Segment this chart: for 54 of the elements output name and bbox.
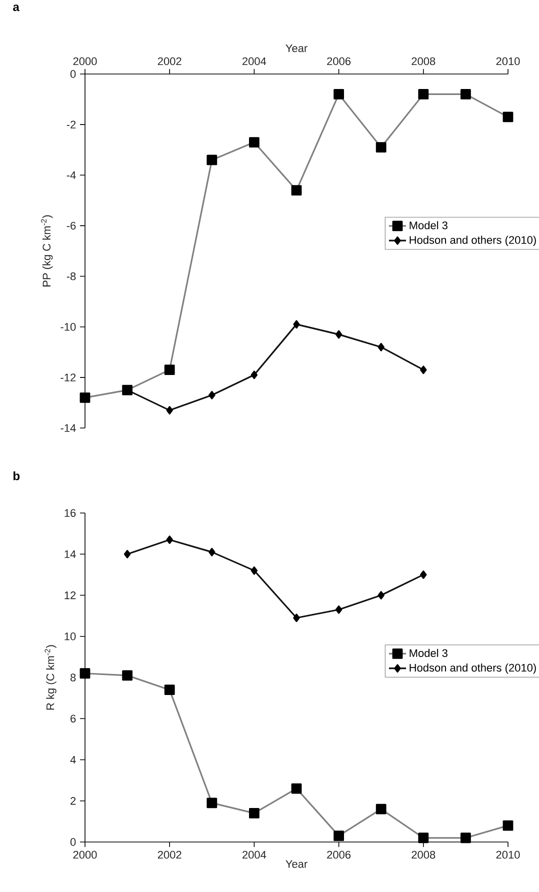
y-tick-label: -12 xyxy=(60,374,76,382)
y-tick-label: -2 xyxy=(66,120,76,128)
x-axis-title: Year xyxy=(286,860,308,868)
point xyxy=(250,370,258,380)
y-axis-title: PP (kg C km$^{-2}$) xyxy=(41,215,53,286)
x-tick-label: 2006 xyxy=(327,850,351,859)
y-tick-label: -8 xyxy=(66,272,76,280)
x-tick-label: 2010 xyxy=(496,850,520,859)
point xyxy=(293,320,300,329)
x-tick-label: 2008 xyxy=(412,57,436,66)
y-tick-label: 16 xyxy=(64,509,76,517)
y-tick-label: 4 xyxy=(70,756,76,764)
x-tick-label: 2010 xyxy=(496,57,520,66)
point xyxy=(208,548,216,556)
legend-label: Model 3 xyxy=(410,221,448,230)
y-tick-label: 0 xyxy=(70,70,76,78)
y-axis-title: R kg (C km$^{-2}$) xyxy=(44,645,56,710)
y-tick-label: 8 xyxy=(70,674,76,682)
point xyxy=(378,591,384,600)
point xyxy=(335,330,342,339)
point xyxy=(335,605,342,614)
point xyxy=(166,406,173,414)
x-tick-label: 2002 xyxy=(158,57,182,66)
y-tick-label: 14 xyxy=(64,550,76,558)
point xyxy=(250,566,258,575)
chart-title: b xyxy=(14,471,20,480)
x-tick-label: 2000 xyxy=(73,57,97,66)
x-tick-label: 2000 xyxy=(73,850,97,859)
x-tick-label: 2008 xyxy=(412,850,436,859)
legend-label: Hodson and others (2010) xyxy=(410,236,536,246)
y-tick-label: 6 xyxy=(70,714,76,723)
y-tick-label: -6 xyxy=(66,222,76,230)
x-tick-label: 2002 xyxy=(158,850,182,859)
point xyxy=(124,550,131,558)
point xyxy=(208,390,216,400)
y-tick-label: 12 xyxy=(64,591,76,600)
x-tick-label: 2004 xyxy=(242,850,266,859)
x-tick-label: 2006 xyxy=(327,57,351,66)
point xyxy=(420,366,427,374)
chart-title: a xyxy=(13,4,20,12)
y-tick-label: -10 xyxy=(60,322,76,331)
point xyxy=(166,536,173,544)
y-tick-label: -14 xyxy=(60,424,76,432)
legend-label: Model 3 xyxy=(410,648,448,658)
y-tick-label: -4 xyxy=(66,171,76,179)
y-tick-label: 0 xyxy=(70,838,76,846)
legend-label: Hodson and others (2010) xyxy=(410,664,536,674)
y-tick-label: 2 xyxy=(70,797,76,805)
y-tick-label: 10 xyxy=(64,632,76,640)
x-axis-title: Year xyxy=(286,44,308,52)
point xyxy=(378,342,384,352)
point xyxy=(420,570,427,579)
x-tick-label: 2004 xyxy=(242,57,266,66)
point xyxy=(293,614,300,622)
